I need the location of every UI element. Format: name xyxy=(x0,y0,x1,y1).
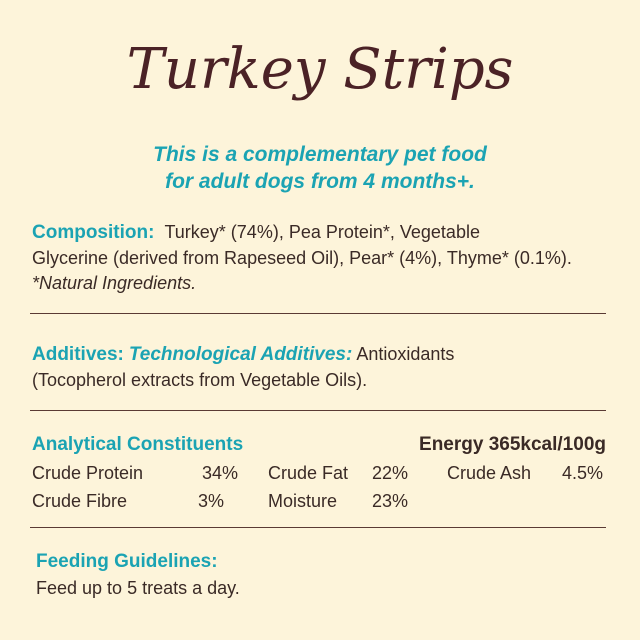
constituent-name: Moisture xyxy=(268,491,338,511)
additives-text: (Tocopherol extracts from Vegetable Oils… xyxy=(32,370,368,390)
subtitle: This is a complementary pet food xyxy=(153,143,487,166)
composition-line: Composition: Turkey* (74%), Pea Protein*… xyxy=(32,223,480,242)
composition-text: Glycerine (derived from Rapeseed Oil), P… xyxy=(32,248,572,268)
constituent-name: Crude Ash xyxy=(447,463,532,483)
constituent-name: Crude Fat xyxy=(268,463,349,483)
feeding-label: Feeding Guidelines: xyxy=(36,551,218,572)
additives-label: Additives: xyxy=(32,344,124,365)
subtitle: for adult dogs from 4 months+. xyxy=(165,170,475,193)
constituent-name: Crude Protein xyxy=(32,463,144,483)
divider xyxy=(30,527,606,528)
constituent-name: Crude Fibre xyxy=(32,491,128,511)
constituent-value: 3% xyxy=(197,491,224,511)
title: Turkey Strips xyxy=(126,37,514,102)
additives-sublabel: Technological Additives: xyxy=(128,344,353,365)
constituent-value: 34% xyxy=(201,463,238,483)
energy: Energy 365kcal/100g xyxy=(419,434,606,455)
analytical-label: Analytical Constituents xyxy=(32,434,244,455)
composition-label: Composition: xyxy=(32,222,155,243)
additives-line: Additives: Technological Additives: Anti… xyxy=(32,345,454,364)
composition-note: *Natural Ingredients. xyxy=(32,273,197,293)
feeding-text: Feed up to 5 treats a day. xyxy=(36,578,240,598)
divider xyxy=(30,410,606,411)
constituent-value: 22% xyxy=(371,463,408,483)
divider xyxy=(30,313,606,314)
composition-text: Turkey* (74%), Pea Protein*, Vegetable xyxy=(164,222,480,242)
additives-text: Antioxidants xyxy=(356,344,455,364)
constituent-value: 23% xyxy=(371,491,408,511)
constituent-value: 4.5% xyxy=(561,463,603,483)
